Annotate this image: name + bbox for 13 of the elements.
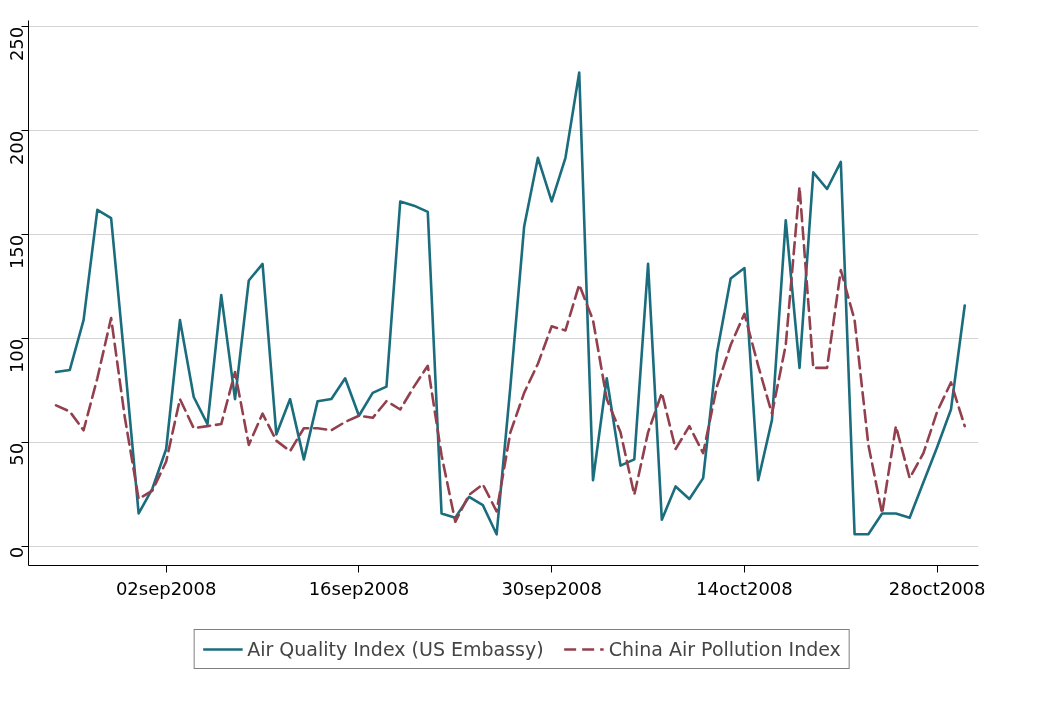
x-tick-label: 14oct2008: [696, 577, 793, 599]
y-tick-label: 250: [6, 26, 27, 62]
x-tick-label: 30sep2008: [501, 577, 602, 599]
y-tick-label: 0: [6, 546, 27, 559]
y-tick-label: 150: [6, 234, 27, 270]
legend-label: Air Quality Index (US Embassy): [247, 637, 544, 660]
y-tick-label: 50: [6, 442, 27, 466]
y-tick-label: 200: [6, 130, 27, 166]
x-tick-label: 16sep2008: [308, 577, 410, 599]
legend-label: China Air Pollution Index: [608, 637, 841, 660]
x-tick-label: 02sep2008: [115, 577, 217, 599]
y-tick-label: 100: [6, 338, 27, 374]
x-tick-label: 28oct2008: [888, 577, 986, 599]
